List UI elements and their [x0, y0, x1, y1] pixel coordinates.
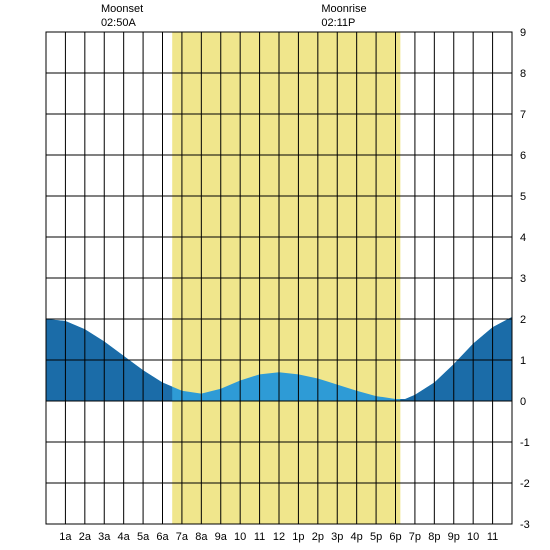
x-tick-label: 3p	[331, 531, 343, 543]
y-tick-label: 9	[520, 27, 526, 39]
y-tick-label: 7	[520, 109, 526, 121]
x-tick-label: 9a	[215, 531, 228, 543]
y-tick-label: -1	[520, 437, 530, 449]
x-tick-label: 12	[273, 531, 285, 543]
moonset-label: Moonset	[101, 3, 143, 15]
x-tick-label: 11	[487, 531, 498, 543]
y-tick-label: 0	[520, 396, 526, 408]
x-tick-label: 2p	[312, 531, 324, 543]
x-tick-label: 1a	[59, 531, 72, 543]
x-tick-label: 4a	[118, 531, 131, 543]
x-tick-label: 8p	[428, 531, 440, 543]
x-tick-label: 2a	[79, 531, 92, 543]
x-tick-label: 5p	[370, 531, 382, 543]
x-tick-label: 11	[254, 531, 265, 543]
x-tick-label: 4p	[351, 531, 363, 543]
x-tick-label: 1p	[292, 531, 304, 543]
y-tick-label: 3	[520, 273, 526, 285]
y-tick-label: 5	[520, 191, 526, 203]
tide-chart: -3-2-101234567891a2a3a4a5a6a7a8a9a101112…	[0, 0, 550, 550]
x-tick-label: 5a	[137, 531, 150, 543]
y-tick-label: -2	[520, 478, 530, 490]
x-tick-label: 6a	[156, 531, 169, 543]
moonrise-label: Moonrise	[321, 3, 366, 15]
x-tick-label: 7p	[409, 531, 421, 543]
x-tick-label: 7a	[176, 531, 189, 543]
x-tick-label: 8a	[195, 531, 208, 543]
y-tick-label: 4	[520, 232, 526, 244]
y-tick-label: 8	[520, 68, 526, 80]
x-tick-label: 10	[467, 531, 479, 543]
y-tick-label: 6	[520, 150, 526, 162]
moonset-time: 02:50A	[101, 17, 137, 29]
y-tick-label: -3	[520, 519, 530, 531]
x-tick-label: 3a	[98, 531, 111, 543]
x-tick-label: 9p	[448, 531, 460, 543]
x-tick-label: 6p	[389, 531, 401, 543]
y-tick-label: 1	[520, 355, 526, 367]
x-tick-label: 10	[234, 531, 246, 543]
y-tick-label: 2	[520, 314, 526, 326]
moonrise-time: 02:11P	[321, 17, 355, 29]
